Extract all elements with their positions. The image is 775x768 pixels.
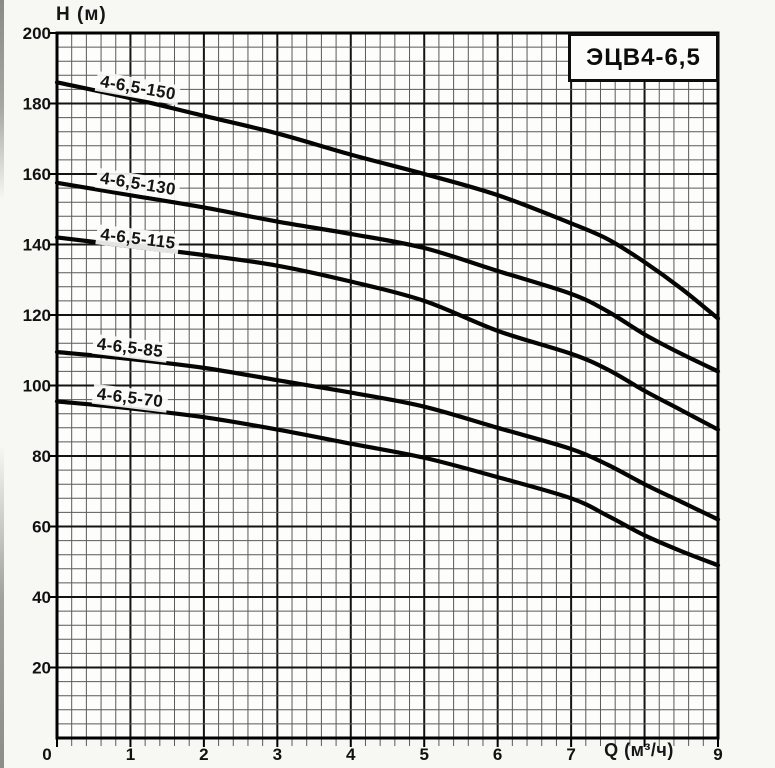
- x-tick-label: 5: [419, 745, 428, 764]
- x-tick-label: 4: [346, 745, 356, 764]
- y-tick-label: 20: [32, 658, 51, 677]
- x-tick-label: 2: [199, 745, 208, 764]
- y-axis-title: H (м): [56, 4, 107, 25]
- y-tick-label: 80: [32, 447, 51, 466]
- y-tick-label: 60: [32, 517, 51, 536]
- pump-curve-4-6,5-130: [54, 180, 721, 374]
- y-tick-label: 200: [23, 24, 51, 43]
- y-tick-label: 180: [23, 94, 51, 113]
- y-tick-label: 120: [23, 306, 51, 325]
- plot-frame: [55, 31, 720, 740]
- x-tick-label: 9: [713, 745, 722, 764]
- x-tick-label: 6: [493, 745, 502, 764]
- x-axis-title: Q (м³/ч): [604, 740, 674, 760]
- y-tick-label: 140: [23, 235, 51, 254]
- pump-curve-4-6,5-70: [54, 399, 721, 568]
- pump-curve-4-6,5-150: [54, 80, 721, 321]
- x-tick-label: 3: [273, 745, 282, 764]
- chart-title-text: ЭЦВ4-6,5: [586, 43, 701, 71]
- pump-curve-4-6,5-115: [54, 235, 721, 432]
- y-tick-label: 100: [23, 376, 51, 395]
- chart-title-box: ЭЦВ4-6,5: [568, 33, 719, 82]
- x-tick-label: 7: [566, 745, 575, 764]
- x-tick-label: 1: [126, 745, 135, 764]
- pump-curve-4-6,5-85: [54, 349, 721, 522]
- x-tick-label: 0: [42, 745, 51, 764]
- y-tick-label: 160: [23, 165, 51, 184]
- y-tick-label: 40: [32, 588, 51, 607]
